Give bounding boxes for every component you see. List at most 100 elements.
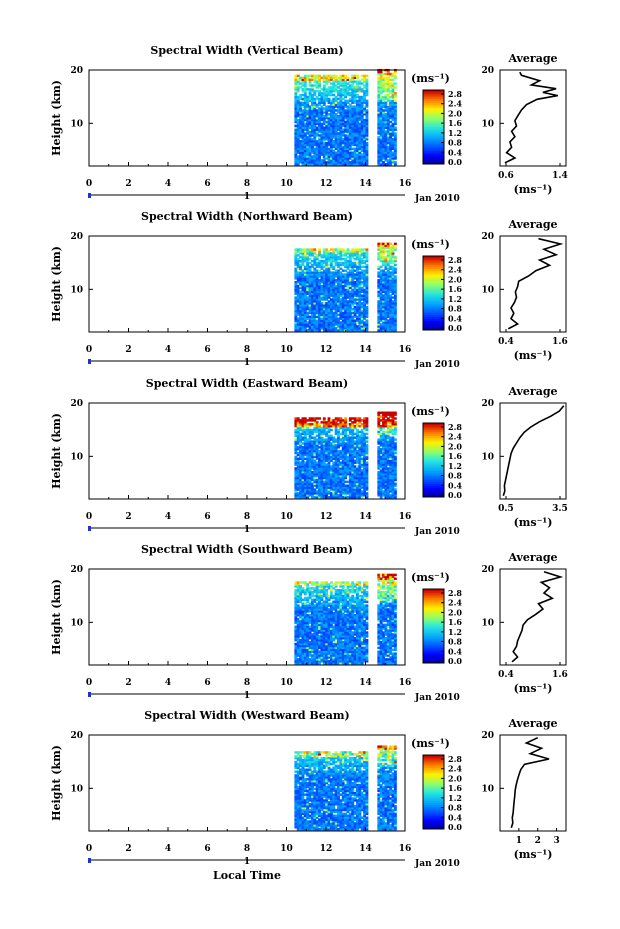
heatmap-cell: [294, 157, 298, 160]
heatmap-cell: [301, 430, 305, 434]
heatmap-cell: [332, 113, 336, 116]
heatmap-cell: [301, 453, 305, 457]
heatmap-cell: [296, 321, 300, 324]
heatmap-cell: [384, 145, 388, 149]
heatmap-cell: [337, 128, 340, 131]
heatmap-cell: [351, 76, 355, 80]
heatmap-cell: [301, 111, 305, 114]
heatmap-cell: [301, 257, 305, 261]
heatmap-cell: [379, 128, 383, 131]
heatmap-cell: [379, 317, 383, 320]
heatmap-cell: [299, 327, 303, 330]
colorbar-tick-label: 0.8: [448, 138, 462, 148]
heatmap-cell: [310, 298, 314, 301]
heatmap-cell: [313, 307, 317, 311]
heatmap-cell: [346, 250, 350, 253]
heatmap-cell: [377, 147, 381, 151]
heatmap-cell: [329, 315, 333, 318]
heatmap-cell: [358, 122, 362, 126]
heatmap-cell: [332, 105, 336, 108]
heatmap-cell: [344, 298, 348, 301]
heatmap-cell: [325, 113, 329, 116]
heatmap-cell: [301, 494, 305, 497]
heatmap-cell: [315, 76, 319, 80]
heatmap-cell: [310, 252, 314, 255]
heatmap-cell: [308, 286, 312, 290]
heatmap-cell: [325, 111, 329, 114]
heatmap-cell: [301, 122, 305, 126]
heatmap-cell: [322, 329, 326, 332]
x-tick-label: 2: [125, 512, 131, 522]
heatmap-cell: [315, 149, 319, 152]
heatmap-cell: [294, 257, 298, 261]
heatmap-cell: [306, 472, 310, 476]
heatmap-cell: [339, 111, 343, 114]
heatmap-cell: [346, 153, 350, 156]
heatmap-cell: [294, 78, 298, 81]
heatmap-cell: [332, 143, 336, 147]
heatmap-cell: [389, 115, 393, 118]
heatmap-cell: [320, 101, 324, 104]
heatmap-cell: [294, 490, 298, 493]
heatmap-cell: [363, 99, 366, 103]
y-tick-label: 20: [70, 232, 83, 242]
heatmap-cell: [365, 313, 369, 317]
heatmap-cell: [391, 265, 395, 269]
heatmap-cell: [306, 442, 310, 445]
heatmap-cell: [294, 434, 298, 437]
heatmap-cell: [382, 269, 385, 272]
heatmap-cell: [344, 149, 348, 152]
heatmap-cell: [301, 486, 305, 489]
heatmap-cell: [299, 126, 303, 129]
heatmap-cell: [346, 319, 350, 322]
heatmap-cell: [301, 252, 305, 255]
heatmap-cell: [303, 307, 307, 311]
heatmap-cell: [353, 126, 357, 129]
heatmap-cell: [358, 259, 362, 263]
heatmap-cell: [299, 101, 303, 104]
heatmap-cell: [296, 143, 300, 147]
colorbar-tick-label: 2.0: [448, 108, 462, 118]
heatmap-cell: [299, 321, 303, 324]
heatmap-cell: [310, 128, 314, 131]
colorbar-band: [423, 151, 444, 154]
heatmap-cell: [377, 138, 381, 141]
heatmap-cell: [393, 488, 397, 491]
heatmap-cell: [332, 109, 336, 112]
heatmap-cell: [384, 132, 388, 135]
heatmap-cell: [348, 296, 352, 299]
heatmap-cell: [329, 88, 333, 91]
heatmap-cell: [318, 163, 321, 166]
heatmap-cell: [308, 134, 312, 137]
heatmap-cell: [296, 265, 300, 269]
heatmap-cell: [308, 428, 312, 432]
heatmap-cell: [341, 307, 345, 311]
heatmap-cell: [341, 120, 345, 124]
heatmap-cell: [313, 273, 317, 276]
heatmap-cell: [353, 307, 357, 311]
heatmap-cell: [339, 95, 343, 99]
heatmap-cell: [360, 307, 364, 311]
heatmap-cell: [382, 120, 385, 124]
heatmap-cell: [322, 115, 326, 118]
heatmap-cell: [358, 111, 362, 114]
heatmap-cell: [382, 122, 385, 126]
heatmap-cell: [306, 261, 310, 265]
heatmap-cell: [341, 88, 345, 91]
heatmap-cell: [358, 130, 362, 133]
heatmap-cell: [382, 321, 385, 324]
heatmap-cell: [382, 309, 385, 313]
heatmap-cell: [306, 488, 310, 491]
heatmap-cell: [346, 161, 350, 164]
heatmap-cell: [329, 300, 333, 303]
heatmap-cell: [322, 250, 326, 253]
heatmap-cell: [299, 463, 303, 466]
heatmap-cell: [322, 91, 326, 95]
heatmap-cell: [334, 259, 338, 263]
heatmap-cell: [294, 292, 298, 295]
heatmap-cell: [379, 269, 383, 272]
heatmap-cell: [318, 298, 321, 301]
heatmap-cell: [386, 254, 390, 257]
heatmap-cell: [310, 325, 314, 328]
heatmap-cell: [306, 463, 310, 466]
